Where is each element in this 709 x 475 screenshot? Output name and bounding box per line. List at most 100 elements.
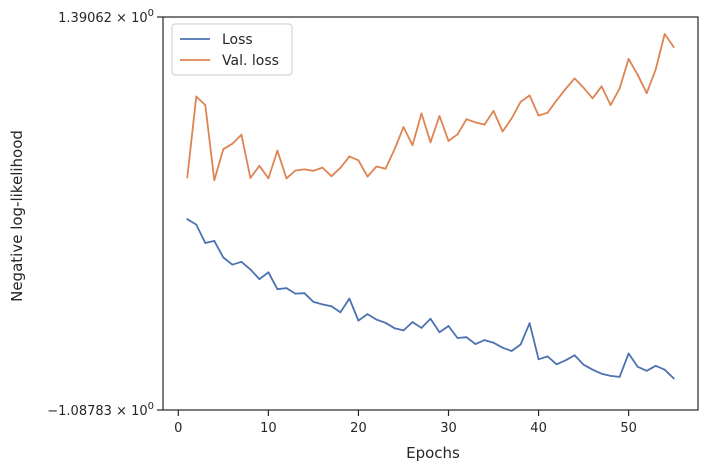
data-point-val-loss (294, 169, 297, 172)
data-point-val-loss (393, 148, 396, 151)
data-point-val-loss (384, 167, 387, 170)
data-point-val-loss (519, 101, 522, 103)
data-point-loss (258, 278, 261, 280)
data-point-loss (600, 372, 603, 375)
data-point-val-loss (591, 97, 594, 100)
data-point-loss (240, 260, 243, 263)
data-point-val-loss (402, 126, 405, 128)
data-point-loss (591, 368, 594, 371)
data-point-loss (195, 223, 198, 226)
data-point-val-loss (204, 104, 207, 106)
data-point-loss (420, 327, 423, 329)
data-point-val-loss (258, 164, 261, 167)
data-point-val-loss (627, 58, 630, 60)
data-point-val-loss (672, 46, 675, 48)
data-point-loss (618, 376, 621, 378)
data-point-loss (339, 311, 342, 314)
data-point-loss (222, 256, 225, 259)
data-point-val-loss (330, 175, 333, 178)
data-point-val-loss (249, 177, 252, 179)
x-tick-label: 20 (350, 421, 367, 436)
data-point-val-loss (555, 99, 558, 102)
data-point-val-loss (276, 149, 279, 152)
data-point-loss (312, 301, 315, 303)
data-point-loss (510, 350, 513, 352)
data-point-val-loss (645, 92, 648, 95)
data-point-loss (636, 365, 639, 368)
data-point-loss (384, 321, 387, 324)
data-point-loss (519, 343, 522, 346)
data-point-val-loss (231, 142, 234, 145)
legend-box (171, 23, 293, 76)
data-point-val-loss (285, 177, 288, 180)
data-point-val-loss (213, 179, 216, 182)
data-point-val-loss (492, 110, 495, 112)
data-point-val-loss (222, 148, 225, 151)
data-point-loss (555, 363, 558, 366)
y-axis-ticks: 1.39062 × 100 −1.08783 × 100 (47, 8, 163, 419)
data-point-val-loss (573, 77, 576, 80)
data-point-val-loss (456, 133, 459, 136)
data-point-loss (213, 240, 216, 242)
data-point-loss (501, 346, 504, 349)
data-point-val-loss (528, 94, 531, 97)
legend-label-val-loss: Val. loss (222, 53, 279, 69)
data-point-val-loss (546, 111, 549, 114)
data-point-val-loss (537, 114, 540, 117)
data-point-loss (285, 287, 288, 289)
data-point-val-loss (510, 117, 513, 120)
data-point-val-loss (429, 141, 432, 144)
data-point-loss (348, 297, 351, 300)
data-point-loss (627, 352, 630, 355)
data-point-val-loss (564, 88, 567, 90)
x-tick-label: 40 (530, 421, 547, 436)
data-point-loss (663, 368, 666, 371)
data-point-loss (411, 321, 414, 323)
data-point-val-loss (375, 165, 378, 168)
series-line-loss (186, 218, 675, 380)
data-point-val-loss (240, 133, 243, 136)
y-tick-label: −1.08783 × 100 (47, 401, 154, 419)
data-point-loss (528, 322, 531, 325)
x-tick-label: 10 (260, 421, 277, 436)
y-tick-label: 1.39062 × 100 (58, 8, 154, 26)
data-point-val-loss (582, 86, 585, 89)
data-point-val-loss (465, 118, 468, 121)
data-point-loss (456, 337, 459, 339)
data-point-loss (672, 377, 675, 380)
data-point-loss (186, 218, 189, 221)
data-point-val-loss (348, 155, 351, 158)
data-point-val-loss (447, 140, 450, 142)
data-point-val-loss (438, 115, 441, 117)
data-point-val-loss (609, 104, 612, 106)
data-point-loss (474, 343, 477, 345)
data-point-loss (276, 288, 279, 291)
x-axis-ticks: 0 10 20 30 40 50 (174, 410, 637, 436)
data-point-val-loss (195, 95, 198, 98)
data-point-val-loss (303, 168, 306, 171)
data-point-val-loss (483, 123, 486, 126)
x-tick-label: 30 (440, 421, 457, 436)
data-point-loss (483, 339, 486, 341)
series-lines (186, 33, 675, 380)
data-point-loss (654, 364, 657, 367)
data-point-loss (393, 327, 396, 330)
data-point-val-loss (339, 167, 342, 169)
data-point-val-loss (366, 175, 369, 178)
x-tick-label: 0 (174, 421, 182, 436)
data-point-loss (438, 331, 441, 334)
legend-label-loss: Loss (222, 32, 253, 48)
data-point-loss (321, 303, 324, 306)
x-axis-label: Epochs (406, 444, 460, 462)
data-point-loss (357, 319, 360, 322)
data-point-loss (429, 317, 432, 320)
data-point-val-loss (420, 112, 423, 115)
data-point-loss (609, 375, 612, 377)
data-point-loss (465, 336, 468, 339)
data-point-loss (294, 292, 297, 295)
data-point-loss (204, 242, 207, 244)
data-point-val-loss (501, 130, 504, 133)
data-point-loss (366, 313, 369, 315)
data-point-val-loss (636, 73, 639, 76)
data-point-val-loss (618, 87, 621, 90)
